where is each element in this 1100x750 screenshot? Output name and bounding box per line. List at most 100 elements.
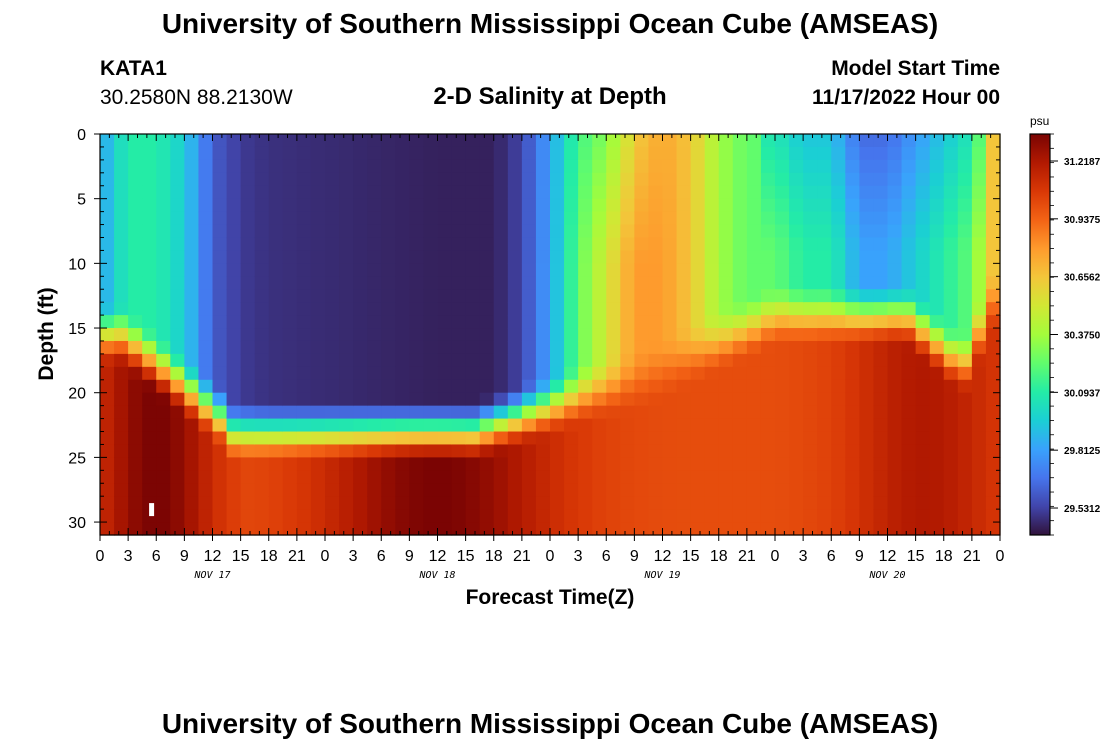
x-tick-label: 0 xyxy=(771,548,780,565)
heatmap-cell xyxy=(296,211,312,226)
heatmap-cell xyxy=(859,198,875,213)
heatmap-cell xyxy=(859,315,875,329)
heatmap-cell xyxy=(831,353,846,368)
heatmap-cell xyxy=(325,146,340,161)
x-tick-label: 18 xyxy=(935,548,953,565)
heatmap-cell xyxy=(690,237,706,252)
heatmap-cell xyxy=(156,353,171,368)
heatmap-cell xyxy=(929,146,945,161)
heatmap-cell xyxy=(775,470,790,484)
heatmap-cell xyxy=(943,159,959,174)
heatmap-cell xyxy=(760,172,776,187)
heatmap-cell xyxy=(268,315,284,329)
heatmap-cell xyxy=(353,250,368,264)
heatmap-cell xyxy=(831,418,846,433)
heatmap-cell xyxy=(634,146,650,161)
heatmap-cell xyxy=(634,159,650,174)
x-tick-label: 21 xyxy=(738,548,756,565)
heatmap-cell xyxy=(325,198,340,213)
heatmap-cell xyxy=(240,315,256,329)
heatmap-cell xyxy=(887,405,903,420)
heatmap-cell xyxy=(395,237,410,252)
heatmap-cell xyxy=(760,198,776,213)
heatmap-cell xyxy=(550,444,565,458)
heatmap-cell xyxy=(943,211,959,226)
heatmap-cell xyxy=(521,444,537,458)
heatmap-cell xyxy=(535,483,551,497)
heatmap-cell xyxy=(268,444,284,458)
heatmap-cell xyxy=(985,185,1001,200)
heatmap-cell xyxy=(662,224,678,239)
heatmap-cell xyxy=(789,146,804,161)
heatmap-cell xyxy=(634,522,650,536)
heatmap-cell xyxy=(746,496,762,510)
heatmap-cell xyxy=(887,522,903,536)
heatmap-cell xyxy=(451,159,467,174)
heatmap-cell xyxy=(732,198,748,213)
heatmap-cell xyxy=(156,134,171,148)
heatmap-cell xyxy=(634,328,650,342)
heatmap-cell xyxy=(803,134,818,148)
heatmap-cell xyxy=(760,353,776,368)
heatmap-cell xyxy=(521,496,537,510)
heatmap-cell xyxy=(592,509,607,523)
heatmap-cell xyxy=(142,457,157,471)
heatmap-cell xyxy=(240,405,256,420)
heatmap-cell xyxy=(873,159,889,174)
heatmap-cell xyxy=(156,302,171,316)
heatmap-cell xyxy=(775,483,790,497)
heatmap-cell xyxy=(887,431,903,446)
heatmap-cell xyxy=(662,159,678,174)
heatmap-cell xyxy=(409,457,425,471)
heatmap-cell xyxy=(310,340,326,355)
heatmap-cell xyxy=(282,289,298,303)
heatmap-cell xyxy=(100,392,115,407)
heatmap-cell xyxy=(325,483,340,497)
heatmap-cell xyxy=(915,237,931,252)
heatmap-cell xyxy=(282,496,298,510)
heatmap-cell xyxy=(550,496,565,510)
heatmap-cell xyxy=(817,211,832,226)
heatmap-cell xyxy=(803,509,818,523)
heatmap-cell xyxy=(620,353,635,368)
heatmap-cell xyxy=(746,289,762,303)
heatmap-cell xyxy=(212,366,228,381)
heatmap-cell xyxy=(648,328,664,342)
heatmap-cell xyxy=(662,418,678,433)
heatmap-cell xyxy=(803,146,818,161)
heatmap-cell xyxy=(437,496,453,510)
heatmap-cell xyxy=(184,444,200,458)
heatmap-cell xyxy=(310,457,326,471)
heatmap-cell xyxy=(803,276,818,290)
heatmap-cell xyxy=(437,224,453,239)
heatmap-cell xyxy=(184,276,200,290)
heatmap-cell xyxy=(690,366,706,381)
heatmap-cell xyxy=(620,483,635,497)
heatmap-cell xyxy=(409,211,425,226)
heatmap-cell xyxy=(268,353,284,368)
x-tick-label: 0 xyxy=(546,548,555,565)
heatmap-cell xyxy=(592,522,607,536)
heatmap-cell xyxy=(732,328,748,342)
heatmap-cell xyxy=(943,315,959,329)
heatmap-cell xyxy=(268,146,284,161)
heatmap-cell xyxy=(845,185,860,200)
heatmap-cell xyxy=(859,457,875,471)
heatmap-cell xyxy=(760,302,776,316)
heatmap-cell xyxy=(648,418,664,433)
heatmap-cell xyxy=(775,146,790,161)
heatmap-cell xyxy=(198,185,214,200)
heatmap-cell xyxy=(395,457,410,471)
heatmap-cell xyxy=(367,340,382,355)
station-coordinates: 30.2580N 88.2130W xyxy=(100,86,293,109)
heatmap-cell xyxy=(845,159,860,174)
heatmap-cell xyxy=(690,302,706,316)
heatmap-cell xyxy=(493,302,509,316)
heatmap-cell xyxy=(353,366,368,381)
heatmap-cell xyxy=(409,263,425,277)
heatmap-cell xyxy=(789,392,804,407)
heatmap-cell xyxy=(479,353,495,368)
heatmap-cell xyxy=(240,224,256,239)
heatmap-cell xyxy=(465,198,481,213)
heatmap-cell xyxy=(901,366,917,381)
